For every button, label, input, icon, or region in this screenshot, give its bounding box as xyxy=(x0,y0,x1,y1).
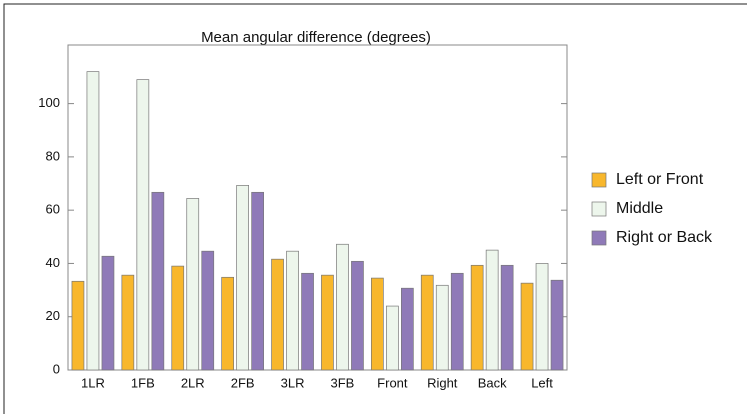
bar xyxy=(450,272,464,371)
y-tick-label: 0 xyxy=(53,361,60,376)
bar xyxy=(550,279,564,371)
y-tick-label: 60 xyxy=(46,202,60,217)
bar xyxy=(151,191,165,371)
bar xyxy=(321,274,334,371)
bar xyxy=(136,79,150,371)
y-tick-label: 40 xyxy=(46,255,60,270)
bar xyxy=(251,191,264,371)
x-tick-label: Left xyxy=(531,375,553,390)
bar xyxy=(470,264,484,371)
x-tick-label: Back xyxy=(478,375,507,390)
bar xyxy=(101,255,115,371)
legend-label: Middle xyxy=(616,200,663,217)
bar xyxy=(286,250,299,371)
x-tick-label: 2LR xyxy=(181,375,205,390)
bar xyxy=(171,265,185,371)
bar xyxy=(301,272,314,371)
bar xyxy=(221,276,234,371)
bar xyxy=(71,280,85,371)
legend-swatch xyxy=(591,201,607,217)
bar xyxy=(271,258,284,371)
legend-swatch xyxy=(591,230,607,246)
bar xyxy=(121,274,135,371)
bar xyxy=(351,260,364,371)
y-tick-label: 100 xyxy=(38,95,60,110)
bar xyxy=(485,249,499,371)
bar xyxy=(371,277,384,371)
legend-swatch xyxy=(591,172,607,188)
bar xyxy=(186,198,200,371)
bar xyxy=(435,284,449,371)
bar xyxy=(500,264,514,371)
x-tick-label: 2FB xyxy=(231,375,255,390)
x-tick-label: 1LR xyxy=(81,375,105,390)
bar xyxy=(336,243,349,371)
bar xyxy=(520,282,534,371)
x-tick-label: 1FB xyxy=(131,375,155,390)
bar xyxy=(535,263,549,371)
x-tick-label: Front xyxy=(377,375,408,390)
bar xyxy=(236,185,249,371)
chart-title: Mean angular difference (degrees) xyxy=(201,29,431,46)
bar xyxy=(401,287,414,371)
bar xyxy=(420,274,434,371)
x-tick-label: 3LR xyxy=(281,375,305,390)
bar xyxy=(201,250,215,371)
x-tick-label: 3FB xyxy=(331,375,355,390)
y-tick-label: 20 xyxy=(46,308,60,323)
bar xyxy=(86,71,100,371)
legend-label: Left or Front xyxy=(616,171,704,188)
y-tick-label: 80 xyxy=(46,148,60,163)
legend-label: Right or Back xyxy=(616,229,713,246)
x-tick-label: Right xyxy=(427,375,458,390)
screenshot-border xyxy=(3,3,747,414)
bar xyxy=(386,305,399,371)
plot-frame xyxy=(67,44,568,371)
